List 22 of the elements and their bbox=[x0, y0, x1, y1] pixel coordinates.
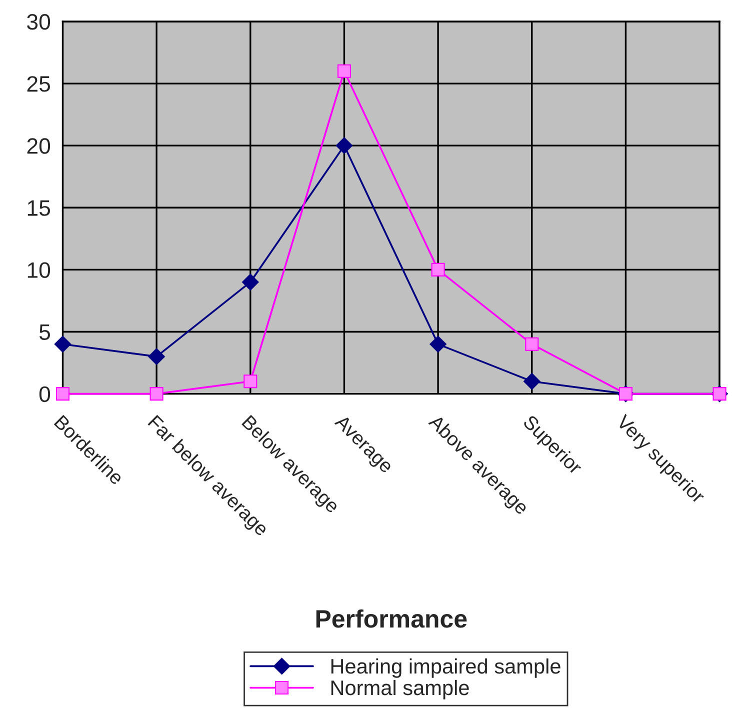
point bbox=[336, 137, 353, 154]
point bbox=[525, 337, 539, 351]
point bbox=[148, 348, 165, 365]
point bbox=[524, 373, 540, 390]
point bbox=[244, 374, 258, 388]
y-tick-label: 20 bbox=[27, 138, 50, 154]
y-tick-label: 5 bbox=[39, 324, 50, 340]
point bbox=[56, 387, 70, 401]
legend-label: Hearing impaired sample bbox=[331, 658, 560, 678]
y-tick-label: 30 bbox=[27, 14, 50, 30]
point bbox=[54, 336, 72, 353]
y-tick-label: 15 bbox=[28, 200, 50, 216]
y-tick-label: 10 bbox=[28, 262, 50, 278]
x-axis-title: Performance bbox=[316, 609, 467, 628]
y-tick-label: 25 bbox=[27, 76, 50, 92]
point bbox=[431, 262, 445, 276]
point bbox=[150, 387, 164, 401]
point bbox=[242, 274, 259, 290]
point bbox=[430, 336, 446, 353]
y-tick-label: 0 bbox=[39, 386, 50, 402]
legend-label: Normal sample bbox=[331, 680, 469, 700]
point bbox=[337, 64, 351, 78]
